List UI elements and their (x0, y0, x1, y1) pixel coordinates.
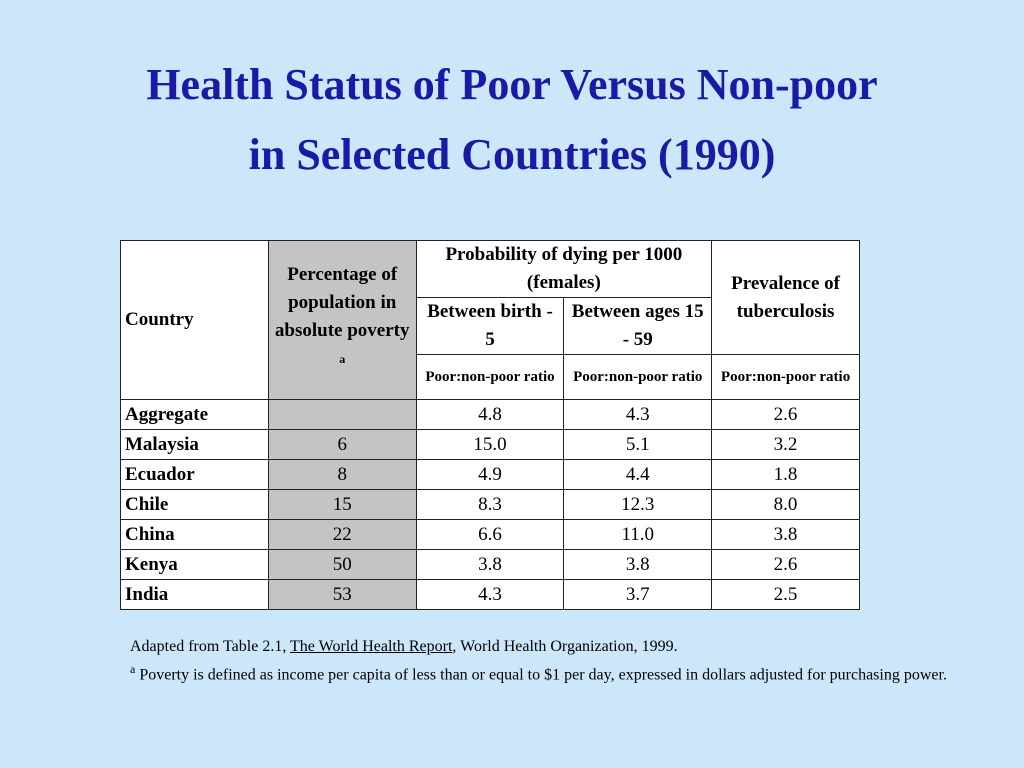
cell-ages1559: 3.7 (563, 579, 713, 610)
cell-country: Kenya (120, 549, 269, 580)
table-row: Ecuador 8 4.9 4.4 1.8 (120, 459, 860, 490)
cell-tb: 3.2 (711, 429, 860, 460)
cell-tb: 2.6 (711, 399, 860, 430)
table-row: Kenya 50 3.8 3.8 2.6 (120, 549, 860, 580)
cell-poverty (267, 399, 417, 430)
cell-birth5: 3.8 (415, 549, 565, 580)
cell-tb: 8.0 (711, 489, 860, 520)
cell-poverty: 6 (267, 429, 417, 460)
cell-birth5: 15.0 (415, 429, 565, 460)
cell-ages1559: 4.3 (563, 399, 713, 430)
header-probability: Probability of dying per 1000 (females) (415, 240, 713, 298)
footnote-mark: a (130, 662, 136, 676)
footnote: a Poverty is defined as income per capit… (130, 658, 1010, 686)
cell-poverty: 22 (267, 519, 417, 550)
table-row: Aggregate 4.8 4.3 2.6 (120, 399, 860, 430)
cell-ages1559: 11.0 (563, 519, 713, 550)
cell-tb: 3.8 (711, 519, 860, 550)
cell-country: China (120, 519, 269, 550)
header-country: Country (120, 240, 269, 400)
source-citation: Adapted from Table 2.1, The World Health… (130, 636, 1010, 658)
cell-poverty: 53 (267, 579, 417, 610)
header-ratio-tb: Poor:non-poor ratio (711, 354, 860, 400)
cell-country: Aggregate (120, 399, 269, 430)
title-line-2: in Selected Countries (1990) (248, 130, 776, 179)
cell-country: Ecuador (120, 459, 269, 490)
cell-tb: 2.5 (711, 579, 860, 610)
source-prefix: Adapted from Table 2.1, (130, 638, 291, 655)
cell-country: Malaysia (120, 429, 269, 460)
cell-tb: 2.6 (711, 549, 860, 580)
header-between-birth: Between birth - 5 (415, 297, 565, 355)
footnote-text: Poverty is defined as income per capita … (135, 666, 947, 684)
health-status-table: Country Percentage of population in abso… (120, 240, 860, 610)
cell-poverty: 8 (267, 459, 417, 490)
title-line-1: Health Status of Poor Versus Non-poor (146, 60, 878, 109)
cell-ages1559: 3.8 (563, 549, 713, 580)
cell-country: India (120, 579, 269, 610)
cell-poverty: 50 (267, 549, 417, 580)
cell-birth5: 8.3 (415, 489, 565, 520)
table-row: Chile 15 8.3 12.3 8.0 (120, 489, 860, 520)
cell-birth5: 4.3 (415, 579, 565, 610)
header-ratio-ages: Poor:non-poor ratio (563, 354, 713, 400)
header-prevalence: Prevalence of tuberculosis (711, 240, 860, 355)
header-ratio-birth: Poor:non-poor ratio (415, 354, 565, 400)
cell-ages1559: 4.4 (563, 459, 713, 490)
header-percentage: Percentage of population in absolute pov… (267, 240, 417, 400)
header-percentage-text: Percentage of population in absolute pov… (274, 263, 410, 341)
header-between-ages: Between ages 15 - 59 (563, 297, 713, 355)
cell-birth5: 4.8 (415, 399, 565, 430)
table-row: China 22 6.6 11.0 3.8 (120, 519, 860, 550)
source-notes: Adapted from Table 2.1, The World Health… (130, 636, 1010, 686)
table-row: India 53 4.3 3.7 2.5 (120, 579, 860, 610)
cell-country: Chile (120, 489, 269, 520)
footnote-marker: a (339, 351, 346, 366)
cell-poverty: 15 (267, 489, 417, 520)
cell-birth5: 4.9 (415, 459, 565, 490)
page-title: Health Status of Poor Versus Non-poor in… (0, 50, 1024, 190)
cell-ages1559: 5.1 (563, 429, 713, 460)
cell-tb: 1.8 (711, 459, 860, 490)
source-suffix: , World Health Organization, 1999. (452, 638, 678, 655)
source-title: The World Health Report (290, 638, 453, 655)
cell-ages1559: 12.3 (563, 489, 713, 520)
cell-birth5: 6.6 (415, 519, 565, 550)
table-row: Malaysia 6 15.0 5.1 3.2 (120, 429, 860, 460)
